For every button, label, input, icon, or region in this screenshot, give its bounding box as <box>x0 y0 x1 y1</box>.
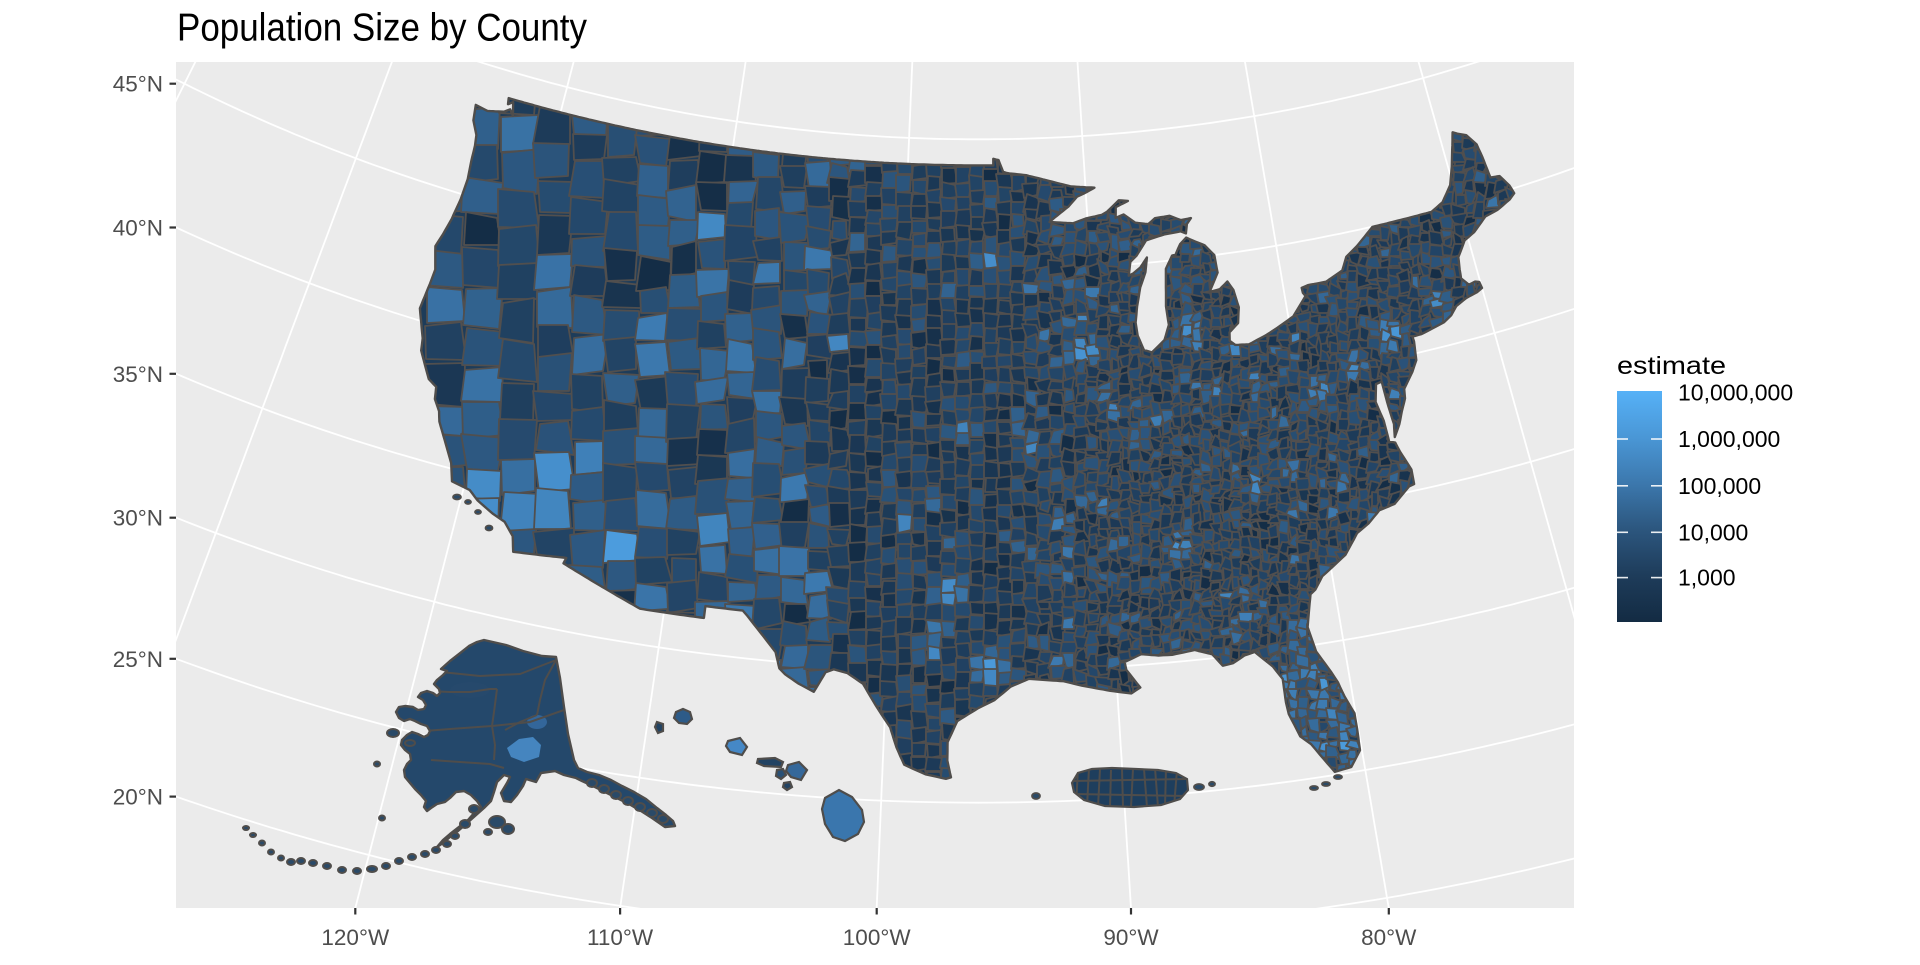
svg-text:10,000: 10,000 <box>1678 519 1748 545</box>
svg-text:120°W: 120°W <box>321 925 390 950</box>
svg-text:80°W: 80°W <box>1361 925 1417 950</box>
svg-text:30°N: 30°N <box>113 506 163 531</box>
svg-text:Population Size by County: Population Size by County <box>177 7 587 50</box>
svg-text:40°N: 40°N <box>113 216 163 241</box>
svg-text:100,000: 100,000 <box>1678 473 1761 499</box>
svg-text:1,000: 1,000 <box>1678 565 1736 591</box>
svg-text:100°W: 100°W <box>843 925 912 950</box>
svg-text:1,000,000: 1,000,000 <box>1678 426 1780 452</box>
svg-text:estimate: estimate <box>1617 352 1726 380</box>
svg-text:25°N: 25°N <box>113 647 163 672</box>
svg-text:90°W: 90°W <box>1103 925 1159 950</box>
svg-text:45°N: 45°N <box>113 72 163 97</box>
svg-text:20°N: 20°N <box>113 785 163 810</box>
svg-text:10,000,000: 10,000,000 <box>1678 380 1793 406</box>
svg-text:110°W: 110°W <box>587 925 654 950</box>
svg-text:35°N: 35°N <box>113 362 163 387</box>
